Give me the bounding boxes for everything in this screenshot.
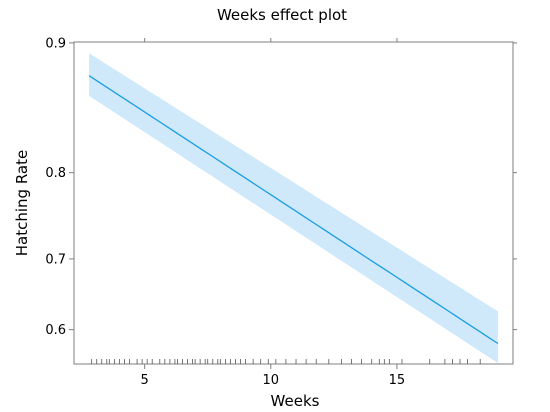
x-axis-label: Weeks [271, 392, 320, 410]
confidence-band [89, 53, 498, 364]
confidence-band-layer [89, 53, 498, 364]
x-tick-label: 10 [263, 373, 280, 388]
y-axis-label: Hatching Rate [13, 150, 31, 256]
x-tick-label: 5 [141, 373, 149, 388]
fit-line-layer [88, 75, 499, 345]
y-tick-label: 0.9 [45, 36, 66, 51]
x-tick-label: 15 [389, 373, 406, 388]
rug-marks [91, 359, 481, 364]
fit-line [88, 75, 499, 345]
y-axis-ticks: 0.6 0.7 0.8 0.9 [45, 36, 517, 338]
y-tick-label: 0.7 [45, 252, 66, 267]
plot-frame [73, 41, 514, 365]
y-tick-label: 0.8 [45, 166, 66, 181]
x-axis-ticks: 5 10 15 [141, 38, 406, 388]
y-tick-label: 0.6 [45, 323, 66, 338]
chart-title: Weeks effect plot [217, 6, 347, 24]
